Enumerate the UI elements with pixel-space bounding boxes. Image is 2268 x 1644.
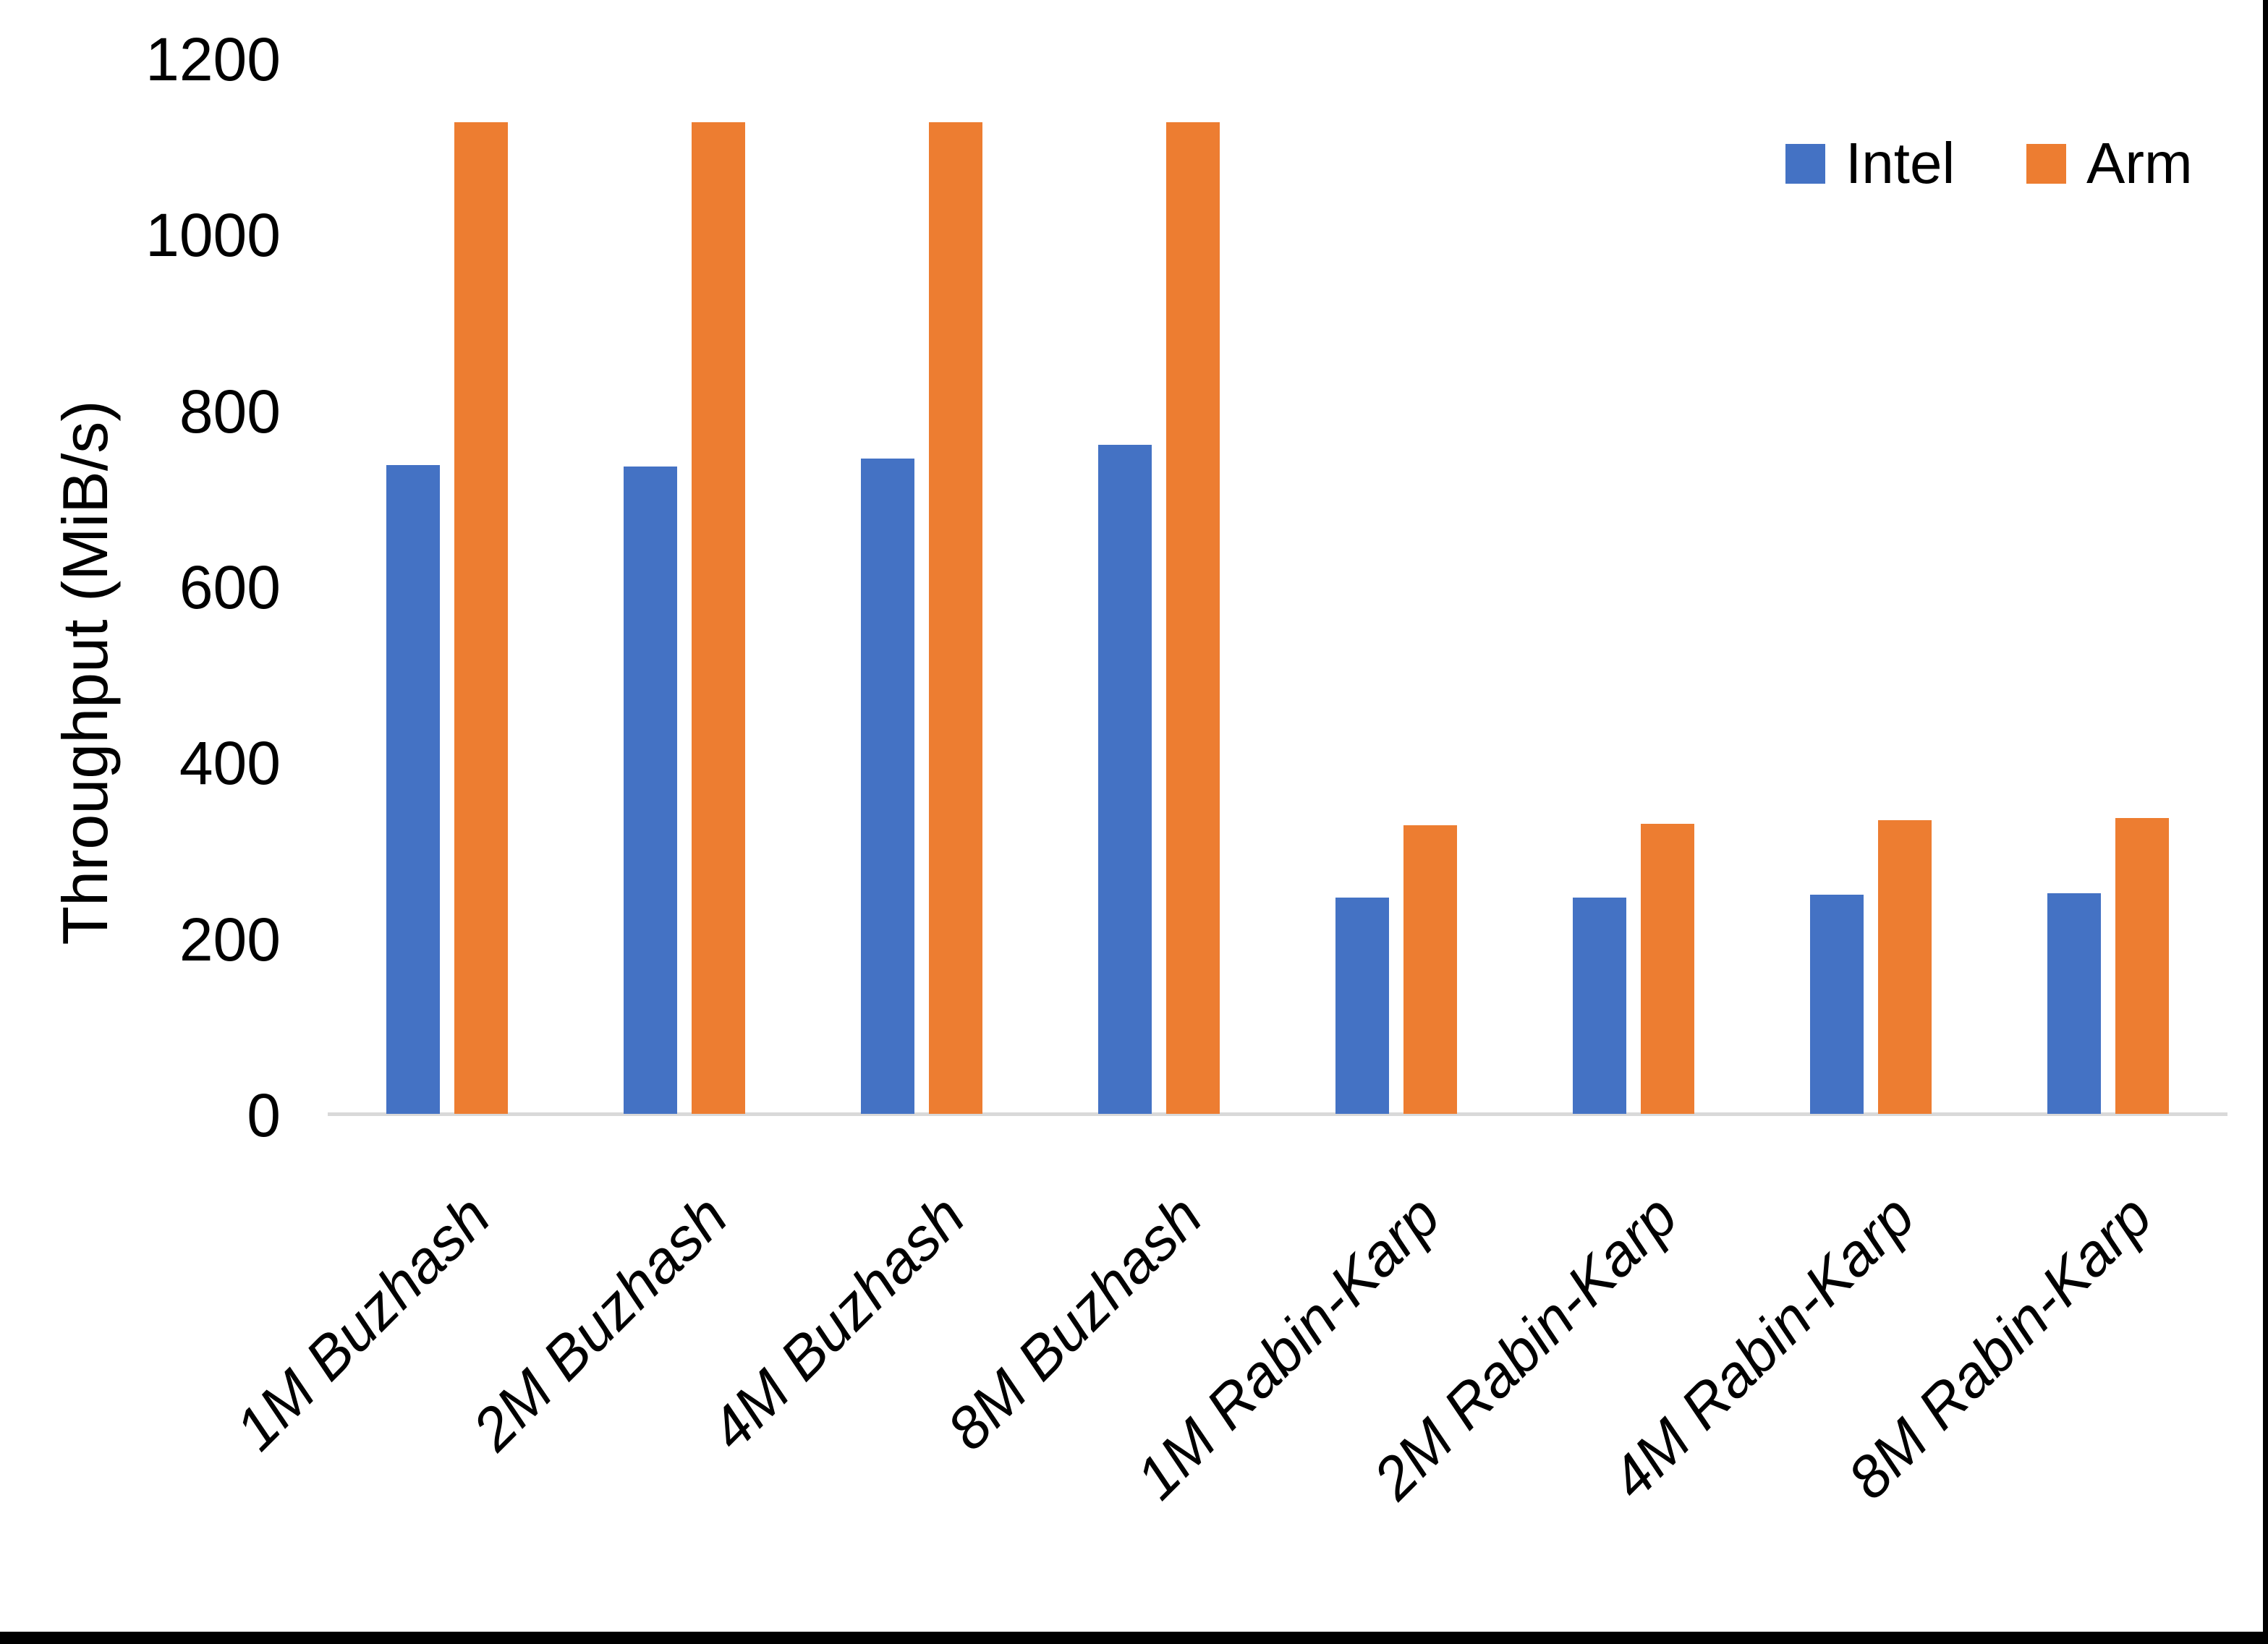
bar-intel-1m-buzhash [386, 465, 440, 1114]
y-tick-label-400: 400 [179, 729, 281, 798]
y-axis-title: Throughput (MiB/s) [49, 400, 121, 945]
legend-swatch-intel [1785, 143, 1825, 184]
y-tick-label-1200: 1200 [145, 25, 281, 93]
y-tick-label-200: 200 [179, 905, 281, 974]
bar-arm-8m-rabin-karp [2115, 818, 2169, 1114]
bar-intel-8m-rabin-karp [2047, 893, 2101, 1114]
bar-intel-2m-buzhash [624, 466, 677, 1114]
bar-intel-2m-rabin-karp [1573, 897, 1626, 1114]
x-axis-line [328, 1112, 2227, 1116]
bar-arm-1m-buzhash [454, 122, 508, 1114]
bar-intel-8m-buzhash [1098, 445, 1152, 1114]
legend-item-arm: Arm [2026, 135, 2193, 192]
x-label-4m-buzhash: 4M Buzhash [697, 1183, 978, 1463]
bar-arm-2m-rabin-karp [1641, 823, 1694, 1114]
y-tick-label-1000: 1000 [145, 201, 281, 270]
figure-right-border [2263, 0, 2268, 1644]
y-tick-label-600: 600 [179, 553, 281, 621]
bar-arm-1m-rabin-karp [1403, 825, 1457, 1114]
bar-arm-4m-buzhash [929, 122, 982, 1114]
bar-arm-8m-buzhash [1166, 122, 1220, 1114]
legend-label-arm: Arm [2086, 131, 2193, 195]
bar-intel-4m-buzhash [861, 458, 914, 1114]
y-tick-label-800: 800 [179, 377, 281, 446]
bar-arm-2m-buzhash [692, 122, 745, 1114]
x-label-1m-buzhash: 1M Buzhash [223, 1183, 504, 1463]
figure-bottom-border [0, 1632, 2268, 1644]
bar-intel-4m-rabin-karp [1810, 895, 1864, 1114]
x-label-2m-buzhash: 2M Buzhash [460, 1183, 741, 1463]
y-tick-label-0: 0 [247, 1081, 281, 1149]
bar-arm-4m-rabin-karp [1878, 819, 1932, 1114]
bar-intel-1m-rabin-karp [1335, 897, 1389, 1114]
legend-label-intel: Intel [1846, 131, 1955, 195]
legend-item-intel: Intel [1785, 135, 1955, 192]
legend-swatch-arm [2026, 143, 2066, 184]
